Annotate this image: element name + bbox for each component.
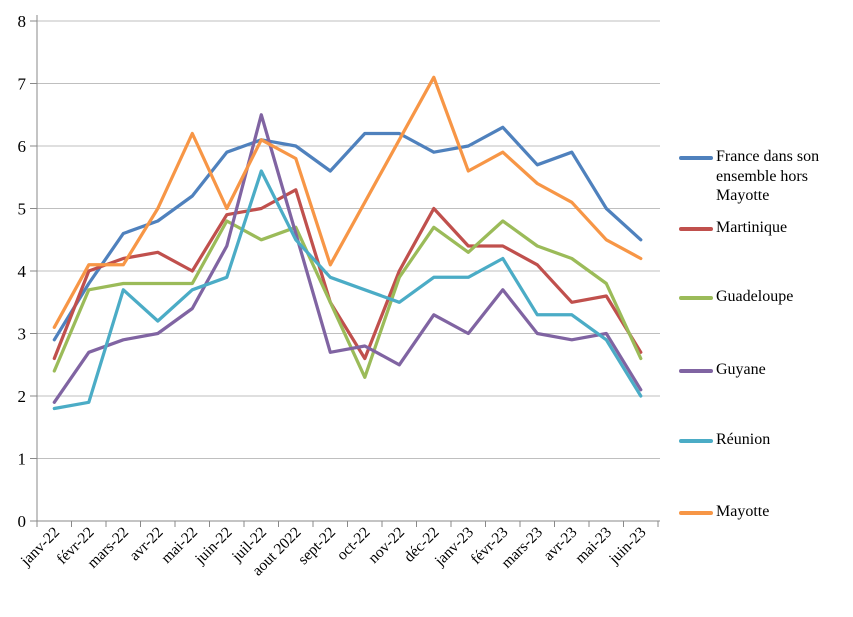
x-axis-label-nov-22: nov-22 [365, 524, 408, 567]
x-axis-label-janv-23: janv-23 [431, 524, 477, 570]
x-axis-label-juin-22: juin-22 [191, 524, 235, 568]
legend-label-guadeloupe: Guadeloupe [716, 288, 794, 305]
martinique-swatch [679, 227, 713, 231]
series-line-france-dans-son-ensemble-hors-mayotte [52, 125, 643, 342]
legend-label-reunion: Réunion [716, 431, 771, 448]
y-axis-label-6: 6 [18, 137, 27, 156]
y-axis-label-7: 7 [18, 75, 27, 94]
y-axis-label-8: 8 [18, 12, 27, 31]
legend-item-guyane: Guyane [679, 360, 834, 380]
france-dans-son-ensemble-hors-mayotte-swatch [679, 156, 713, 160]
x-axis-label-sept-22: sept-22 [295, 524, 339, 568]
y-axis-label-5: 5 [18, 200, 27, 219]
guadeloupe-swatch [679, 296, 713, 300]
x-axis-label-mai-23: mai-23 [572, 524, 615, 567]
legend: France dans son ensemble hors Mayotte Mar… [679, 0, 853, 617]
legend-label-guyane: Guyane [716, 361, 766, 378]
legend-label-mayotte: Mayotte [716, 503, 770, 520]
x-axis-label-mai-22: mai-22 [158, 524, 201, 567]
series-line-mayotte [52, 75, 643, 329]
x-axis-label-juin-23: juin-23 [605, 524, 650, 569]
legend-label-martinique: Martinique [716, 219, 788, 236]
series-line-reunion [52, 169, 643, 411]
legend-item-guadeloupe: Guadeloupe [679, 287, 834, 307]
legend-item-mayotte: Mayotte [679, 502, 834, 522]
guyane-swatch [679, 369, 713, 373]
legend-item-martinique: Martinique [679, 218, 834, 238]
y-axis-label-3: 3 [18, 325, 27, 344]
series-line-guadeloupe [52, 219, 643, 379]
mayotte-swatch [679, 511, 713, 515]
legend-item-reunion: Réunion [679, 430, 834, 450]
series-line-martinique [52, 188, 643, 361]
legend-label-france-dans-son-ensemble-hors-mayotte: France dans son ensemble hors Mayotte [716, 148, 820, 205]
legend-item-france-dans-son-ensemble-hors-mayotte: France dans son ensemble hors Mayotte [679, 147, 834, 206]
reunion-swatch [679, 439, 713, 443]
y-axis-label-2: 2 [18, 387, 27, 406]
series-line-guyane [52, 113, 643, 404]
y-axis-label-1: 1 [18, 450, 27, 469]
y-axis-label-4: 4 [18, 262, 27, 281]
y-axis-label-0: 0 [18, 512, 27, 531]
